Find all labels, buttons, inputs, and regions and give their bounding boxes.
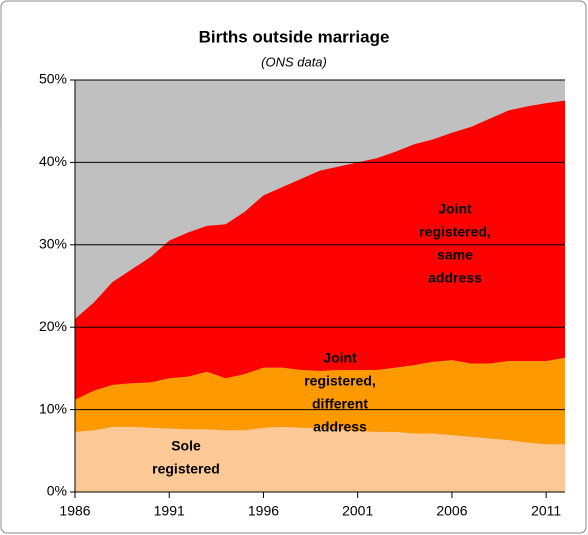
chart-title: Births outside marriage bbox=[199, 27, 390, 46]
x-tick-label: 1996 bbox=[248, 503, 279, 519]
area-label: Joint bbox=[323, 350, 357, 366]
area-label: address bbox=[313, 419, 367, 435]
x-tick-label: 2006 bbox=[436, 503, 467, 519]
y-tick-label: 30% bbox=[39, 236, 67, 252]
y-tick-label: 10% bbox=[39, 400, 67, 416]
area-label: address bbox=[428, 270, 482, 286]
area-label: registered, bbox=[304, 373, 376, 389]
area bbox=[75, 357, 565, 445]
area-label: Joint bbox=[438, 201, 472, 217]
x-tick-label: 2001 bbox=[342, 503, 373, 519]
area-label: registered bbox=[152, 461, 220, 477]
y-tick-label: 40% bbox=[39, 153, 67, 169]
area-label: same bbox=[437, 247, 473, 263]
area-label: Sole bbox=[171, 438, 201, 454]
area-label: different bbox=[312, 396, 368, 412]
y-tick-label: 20% bbox=[39, 318, 67, 334]
area bbox=[75, 426, 565, 492]
chart-subtitle: (ONS data) bbox=[261, 54, 327, 69]
x-tick-label: 1991 bbox=[154, 503, 185, 519]
x-tick-label: 2011 bbox=[531, 503, 561, 519]
y-tick-label: 50% bbox=[39, 71, 67, 87]
area bbox=[75, 100, 565, 400]
y-tick-label: 0% bbox=[47, 483, 67, 499]
x-tick-label: 1986 bbox=[59, 503, 90, 519]
area-label: registered, bbox=[419, 224, 491, 240]
